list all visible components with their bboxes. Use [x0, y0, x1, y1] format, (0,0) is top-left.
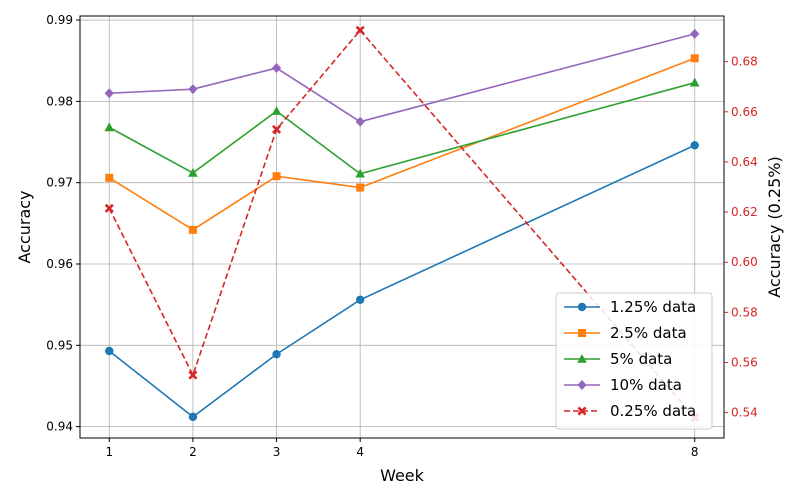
data-point: [355, 168, 365, 178]
series-line: [108, 81, 695, 175]
data-point: [272, 124, 282, 134]
legend-label: 1.25% data: [610, 298, 696, 316]
data-point: [105, 173, 114, 182]
right-y-tick-label: 0.64: [731, 155, 758, 169]
legend-item: 5% data: [564, 350, 672, 368]
data-point: [690, 54, 699, 63]
series-line: [108, 57, 696, 231]
y-tick-label: 0.94: [46, 420, 73, 434]
data-point: [188, 412, 198, 422]
y-tick-label: 0.95: [46, 338, 73, 352]
y-axis-title: Accuracy: [15, 190, 34, 263]
data-point: [271, 106, 282, 115]
x-tick-label: 3: [273, 445, 281, 459]
data-point: [272, 350, 281, 359]
data-point: [104, 203, 114, 213]
right-y-tick-label: 0.58: [731, 305, 758, 319]
right-y-axis-title: Accuracy (0.25%): [765, 156, 784, 297]
x-tick-label: 8: [691, 445, 699, 459]
legend-box: [555, 292, 713, 430]
legend: 1.25% data 2.5% data 5% data 10% data 0.25% …: [555, 292, 713, 430]
series-5-data: [104, 77, 700, 178]
data-point: [188, 84, 198, 95]
legend-item: 2.5% data: [564, 324, 687, 342]
legend-marker: [577, 406, 587, 416]
legend-marker: [577, 380, 587, 390]
series-2-5-data: [105, 54, 699, 234]
legend-marker: [577, 354, 587, 363]
x-tick-label: 1: [105, 445, 113, 459]
legend-item: 1.25% data: [564, 298, 696, 316]
data-point: [104, 122, 115, 132]
legend-marker: [577, 302, 587, 312]
right-y-tick-label: 0.62: [731, 205, 758, 219]
data-point: [105, 346, 114, 356]
data-point: [188, 225, 197, 234]
right-y-tick-label: 0.66: [731, 105, 758, 119]
data-point: [188, 370, 198, 380]
y-tick-label: 0.96: [46, 257, 73, 271]
legend-item: 0.25% data: [564, 402, 696, 420]
data-point: [271, 63, 282, 74]
right-y-tick-label: 0.56: [731, 356, 758, 370]
right-y-tick-label: 0.68: [731, 55, 758, 69]
right-y-tick-label: 0.54: [731, 406, 758, 420]
data-point: [356, 183, 365, 192]
data-point: [690, 28, 700, 39]
data-point: [690, 141, 699, 150]
plot-frame: [79, 15, 725, 439]
data-point: [355, 295, 365, 304]
legend-label: 10% data: [610, 376, 682, 394]
y-tick-label: 0.97: [46, 176, 73, 190]
data-point: [188, 167, 198, 177]
x-axis-title: Week: [380, 466, 425, 485]
data-point: [355, 25, 365, 35]
legend-label: 0.25% data: [610, 402, 696, 420]
legend-item: 10% data: [564, 376, 682, 394]
series-1-25-data: [105, 141, 699, 422]
x-tick-label: 4: [356, 445, 364, 459]
legend-label: 5% data: [610, 350, 672, 368]
series-layer: [104, 25, 700, 423]
data-point: [272, 172, 281, 181]
series-10-data: [104, 28, 700, 127]
data-point: [689, 77, 700, 87]
legend-marker: [578, 329, 586, 337]
data-point: [104, 88, 114, 99]
legend-label: 2.5% data: [610, 324, 687, 342]
y-tick-label: 0.99: [46, 13, 73, 27]
x-tick-label: 2: [189, 445, 197, 459]
right-y-tick-label: 0.60: [731, 255, 758, 269]
data-point: [355, 116, 365, 127]
axes: 1 2 3 4 8 0.94 0.95 0.96 0.97 0.98 0.99 0.54 0.56 0.5…: [46, 13, 757, 459]
y-tick-label: 0.98: [46, 94, 73, 108]
